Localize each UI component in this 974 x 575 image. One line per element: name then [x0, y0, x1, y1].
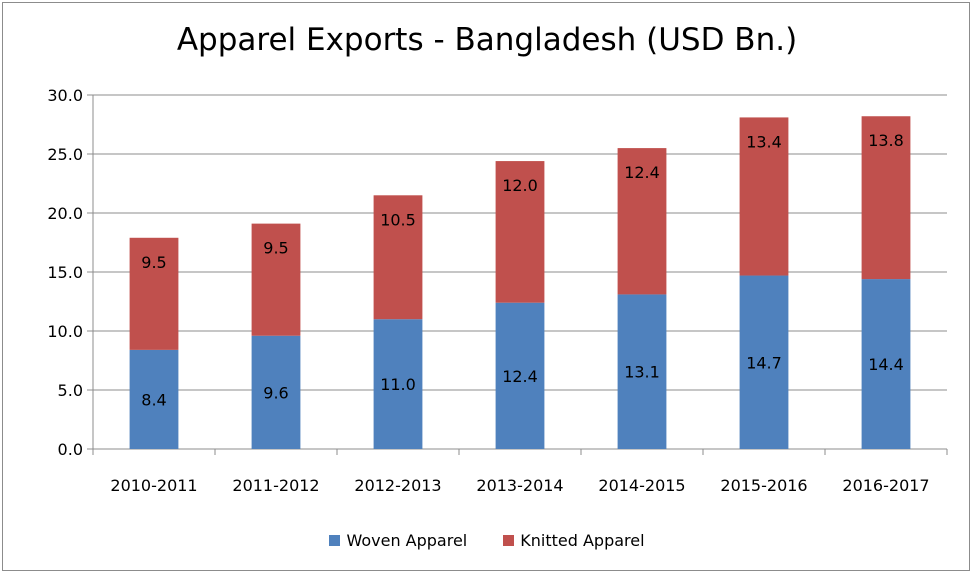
bar-woven [373, 319, 423, 449]
legend-item-knitted: Knitted Apparel [503, 530, 645, 550]
legend-swatch-woven [329, 534, 341, 546]
y-tick-label: 30.0 [47, 86, 83, 105]
legend: Woven Apparel Knitted Apparel [0, 529, 974, 551]
data-label-woven: 14.7 [746, 353, 782, 372]
legend-item-woven: Woven Apparel [329, 531, 467, 550]
x-tick-label: 2014-2015 [598, 476, 685, 495]
x-tick-label: 2012-2013 [354, 476, 441, 495]
data-label-woven: 8.4 [141, 390, 166, 409]
y-tick-label: 15.0 [47, 263, 83, 282]
data-label-woven: 13.1 [624, 363, 660, 382]
bar-knitted [739, 117, 789, 276]
legend-label-knitted: Knitted Apparel [520, 530, 645, 550]
y-tick-label: 25.0 [47, 145, 83, 164]
data-label-woven: 12.4 [502, 367, 538, 386]
bar-knitted [373, 195, 423, 320]
y-tick-label: 20.0 [47, 204, 83, 223]
data-label-knitted: 9.5 [141, 253, 166, 272]
data-label-knitted: 13.4 [746, 132, 782, 151]
x-tick-label: 2016-2017 [842, 476, 929, 495]
bar-woven [495, 302, 545, 449]
bar-woven [251, 335, 301, 449]
y-tick-label: 5.0 [58, 381, 83, 400]
data-label-knitted: 13.8 [868, 131, 904, 150]
data-label-knitted: 10.5 [380, 210, 416, 229]
legend-swatch-knitted [503, 534, 515, 546]
legend-label-woven: Woven Apparel [346, 530, 468, 550]
x-tick-label: 2011-2012 [232, 476, 319, 495]
y-tick-label: 10.0 [47, 322, 83, 341]
data-label-woven: 14.4 [868, 355, 904, 374]
x-tick-label: 2013-2014 [476, 476, 563, 495]
data-label-knitted: 9.5 [263, 239, 288, 258]
x-tick-label: 2015-2016 [720, 476, 807, 495]
bar-woven [617, 294, 667, 449]
bar-woven [129, 349, 179, 449]
data-label-knitted: 12.0 [502, 176, 538, 195]
bar-woven [739, 275, 789, 449]
bar-knitted [129, 237, 179, 350]
chart-title: Apparel Exports - Bangladesh (USD Bn.) [176, 22, 798, 58]
data-label-woven: 11.0 [380, 375, 416, 394]
bar-knitted [495, 161, 545, 303]
bar-woven [861, 279, 911, 449]
bar-knitted [617, 148, 667, 295]
y-tick-label: 0.0 [58, 440, 83, 459]
data-label-woven: 9.6 [263, 383, 288, 402]
bar-knitted [251, 223, 301, 336]
bar-knitted [861, 116, 911, 280]
data-label-knitted: 12.4 [624, 163, 660, 182]
x-tick-label: 2010-2011 [110, 476, 197, 495]
